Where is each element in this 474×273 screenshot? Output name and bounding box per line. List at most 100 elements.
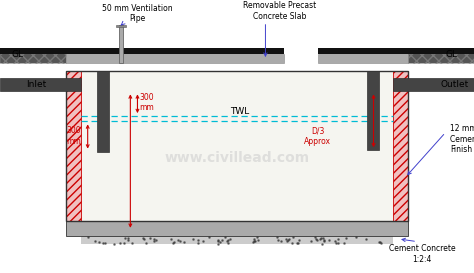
Point [334, 241, 342, 246]
Point [84, 235, 91, 239]
Point [376, 240, 383, 244]
Point [314, 238, 321, 242]
Point [353, 235, 360, 239]
Point [274, 238, 282, 243]
Point [277, 238, 284, 243]
Point [146, 236, 154, 240]
Point [377, 241, 385, 245]
Point [199, 239, 207, 244]
Point [216, 239, 224, 244]
Text: Outlet: Outlet [441, 80, 469, 88]
Point [189, 237, 197, 241]
Point [110, 241, 118, 246]
Point [169, 241, 177, 245]
Text: Inlet: Inlet [26, 80, 46, 88]
Point [251, 239, 259, 244]
Text: 300
mm: 300 mm [139, 93, 155, 112]
Point [215, 239, 222, 243]
Point [116, 241, 124, 245]
Point [139, 236, 146, 240]
Point [285, 237, 292, 242]
Point [311, 235, 319, 239]
Bar [118, 25, 123, 63]
Point [91, 239, 99, 243]
Bar [408, 48, 474, 54]
Point [375, 240, 383, 245]
Bar [66, 71, 81, 221]
Point [249, 240, 257, 244]
Point [141, 236, 148, 241]
Point [124, 236, 131, 241]
Bar [318, 48, 408, 54]
Point [273, 235, 281, 239]
Point [171, 240, 178, 244]
Bar [66, 221, 408, 236]
Point [333, 241, 340, 245]
Text: Removable Precast
Concrete Slab: Removable Precast Concrete Slab [243, 1, 316, 21]
Bar [0, 48, 66, 54]
Point [316, 237, 324, 241]
Point [334, 237, 342, 241]
Point [326, 238, 333, 242]
Bar [408, 48, 474, 63]
Point [293, 241, 301, 245]
Bar [0, 48, 66, 63]
Point [253, 235, 261, 239]
Text: D/3
Approx: D/3 Approx [304, 126, 331, 146]
Point [95, 240, 102, 244]
Text: 300
mm: 300 mm [66, 126, 81, 146]
Text: Cement Concrete
1:2:4: Cement Concrete 1:2:4 [389, 244, 455, 264]
Point [218, 238, 226, 242]
Point [295, 238, 303, 242]
Bar [393, 78, 474, 91]
Bar [0, 78, 81, 91]
Point [121, 236, 128, 241]
Text: GL: GL [12, 50, 24, 59]
Point [320, 238, 328, 242]
Point [224, 240, 232, 245]
Text: GL: GL [446, 50, 457, 59]
Point [150, 237, 158, 242]
Point [214, 238, 222, 242]
Point [223, 238, 231, 243]
Point [363, 237, 370, 241]
Bar [408, 48, 474, 63]
Point [289, 241, 296, 245]
Point [225, 238, 232, 242]
Point [340, 241, 348, 245]
Text: www.civillead.com: www.civillead.com [164, 151, 310, 165]
Point [205, 235, 213, 240]
Bar [318, 54, 408, 63]
Point [214, 241, 221, 246]
Point [250, 239, 257, 244]
Point [294, 241, 301, 245]
Point [181, 239, 188, 244]
Point [150, 239, 158, 243]
Point [128, 241, 136, 245]
Point [289, 235, 296, 240]
Bar [0, 48, 66, 63]
Bar [116, 25, 126, 27]
Bar [66, 54, 284, 63]
Point [342, 236, 350, 240]
Point [194, 241, 201, 245]
Point [251, 236, 258, 241]
Text: 50 mm Ventilation
Pipe: 50 mm Ventilation Pipe [102, 4, 173, 23]
Point [142, 241, 150, 245]
Point [153, 238, 160, 242]
Bar [66, 71, 408, 221]
Point [254, 238, 262, 242]
Bar [97, 71, 109, 152]
Point [99, 241, 107, 245]
Point [319, 236, 327, 241]
Point [174, 238, 182, 242]
Point [194, 238, 201, 242]
Point [124, 238, 131, 242]
Point [331, 239, 339, 243]
Bar [81, 71, 393, 221]
Text: 12 mm Thick
Cement Mortar
Finish: 12 mm Thick Cement Mortar Finish [450, 124, 474, 154]
Bar [393, 71, 408, 221]
Point [283, 237, 290, 241]
Point [226, 236, 233, 241]
Point [167, 237, 174, 241]
